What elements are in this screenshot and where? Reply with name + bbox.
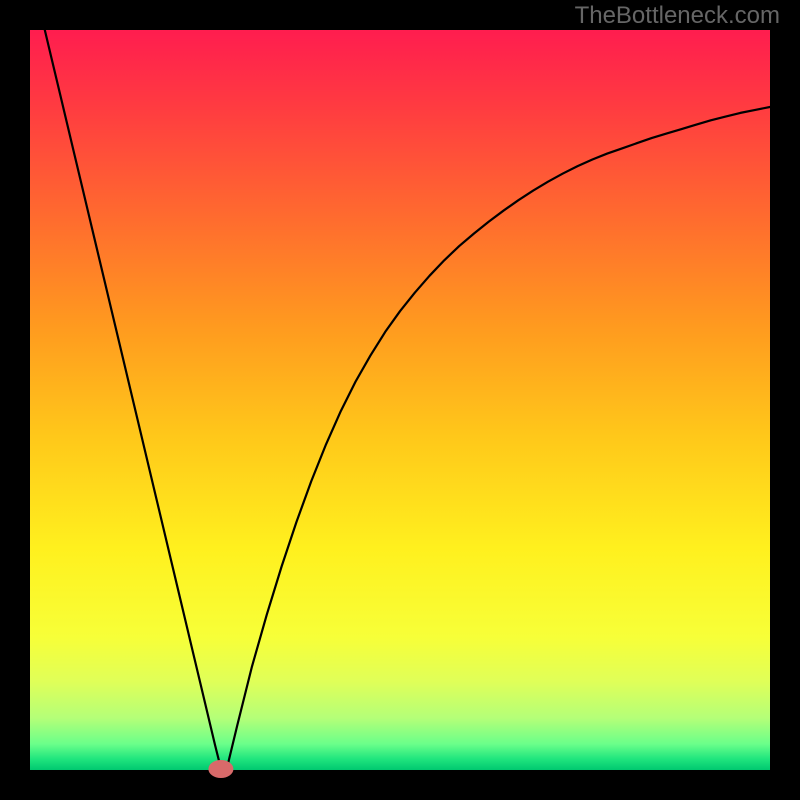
bottleneck-curve bbox=[45, 30, 770, 769]
chart-frame: TheBottleneck.com bbox=[0, 0, 800, 800]
minimum-marker bbox=[208, 760, 233, 778]
watermark-text: TheBottleneck.com bbox=[575, 2, 780, 30]
curve-layer bbox=[30, 30, 770, 770]
plot-area bbox=[30, 30, 770, 770]
